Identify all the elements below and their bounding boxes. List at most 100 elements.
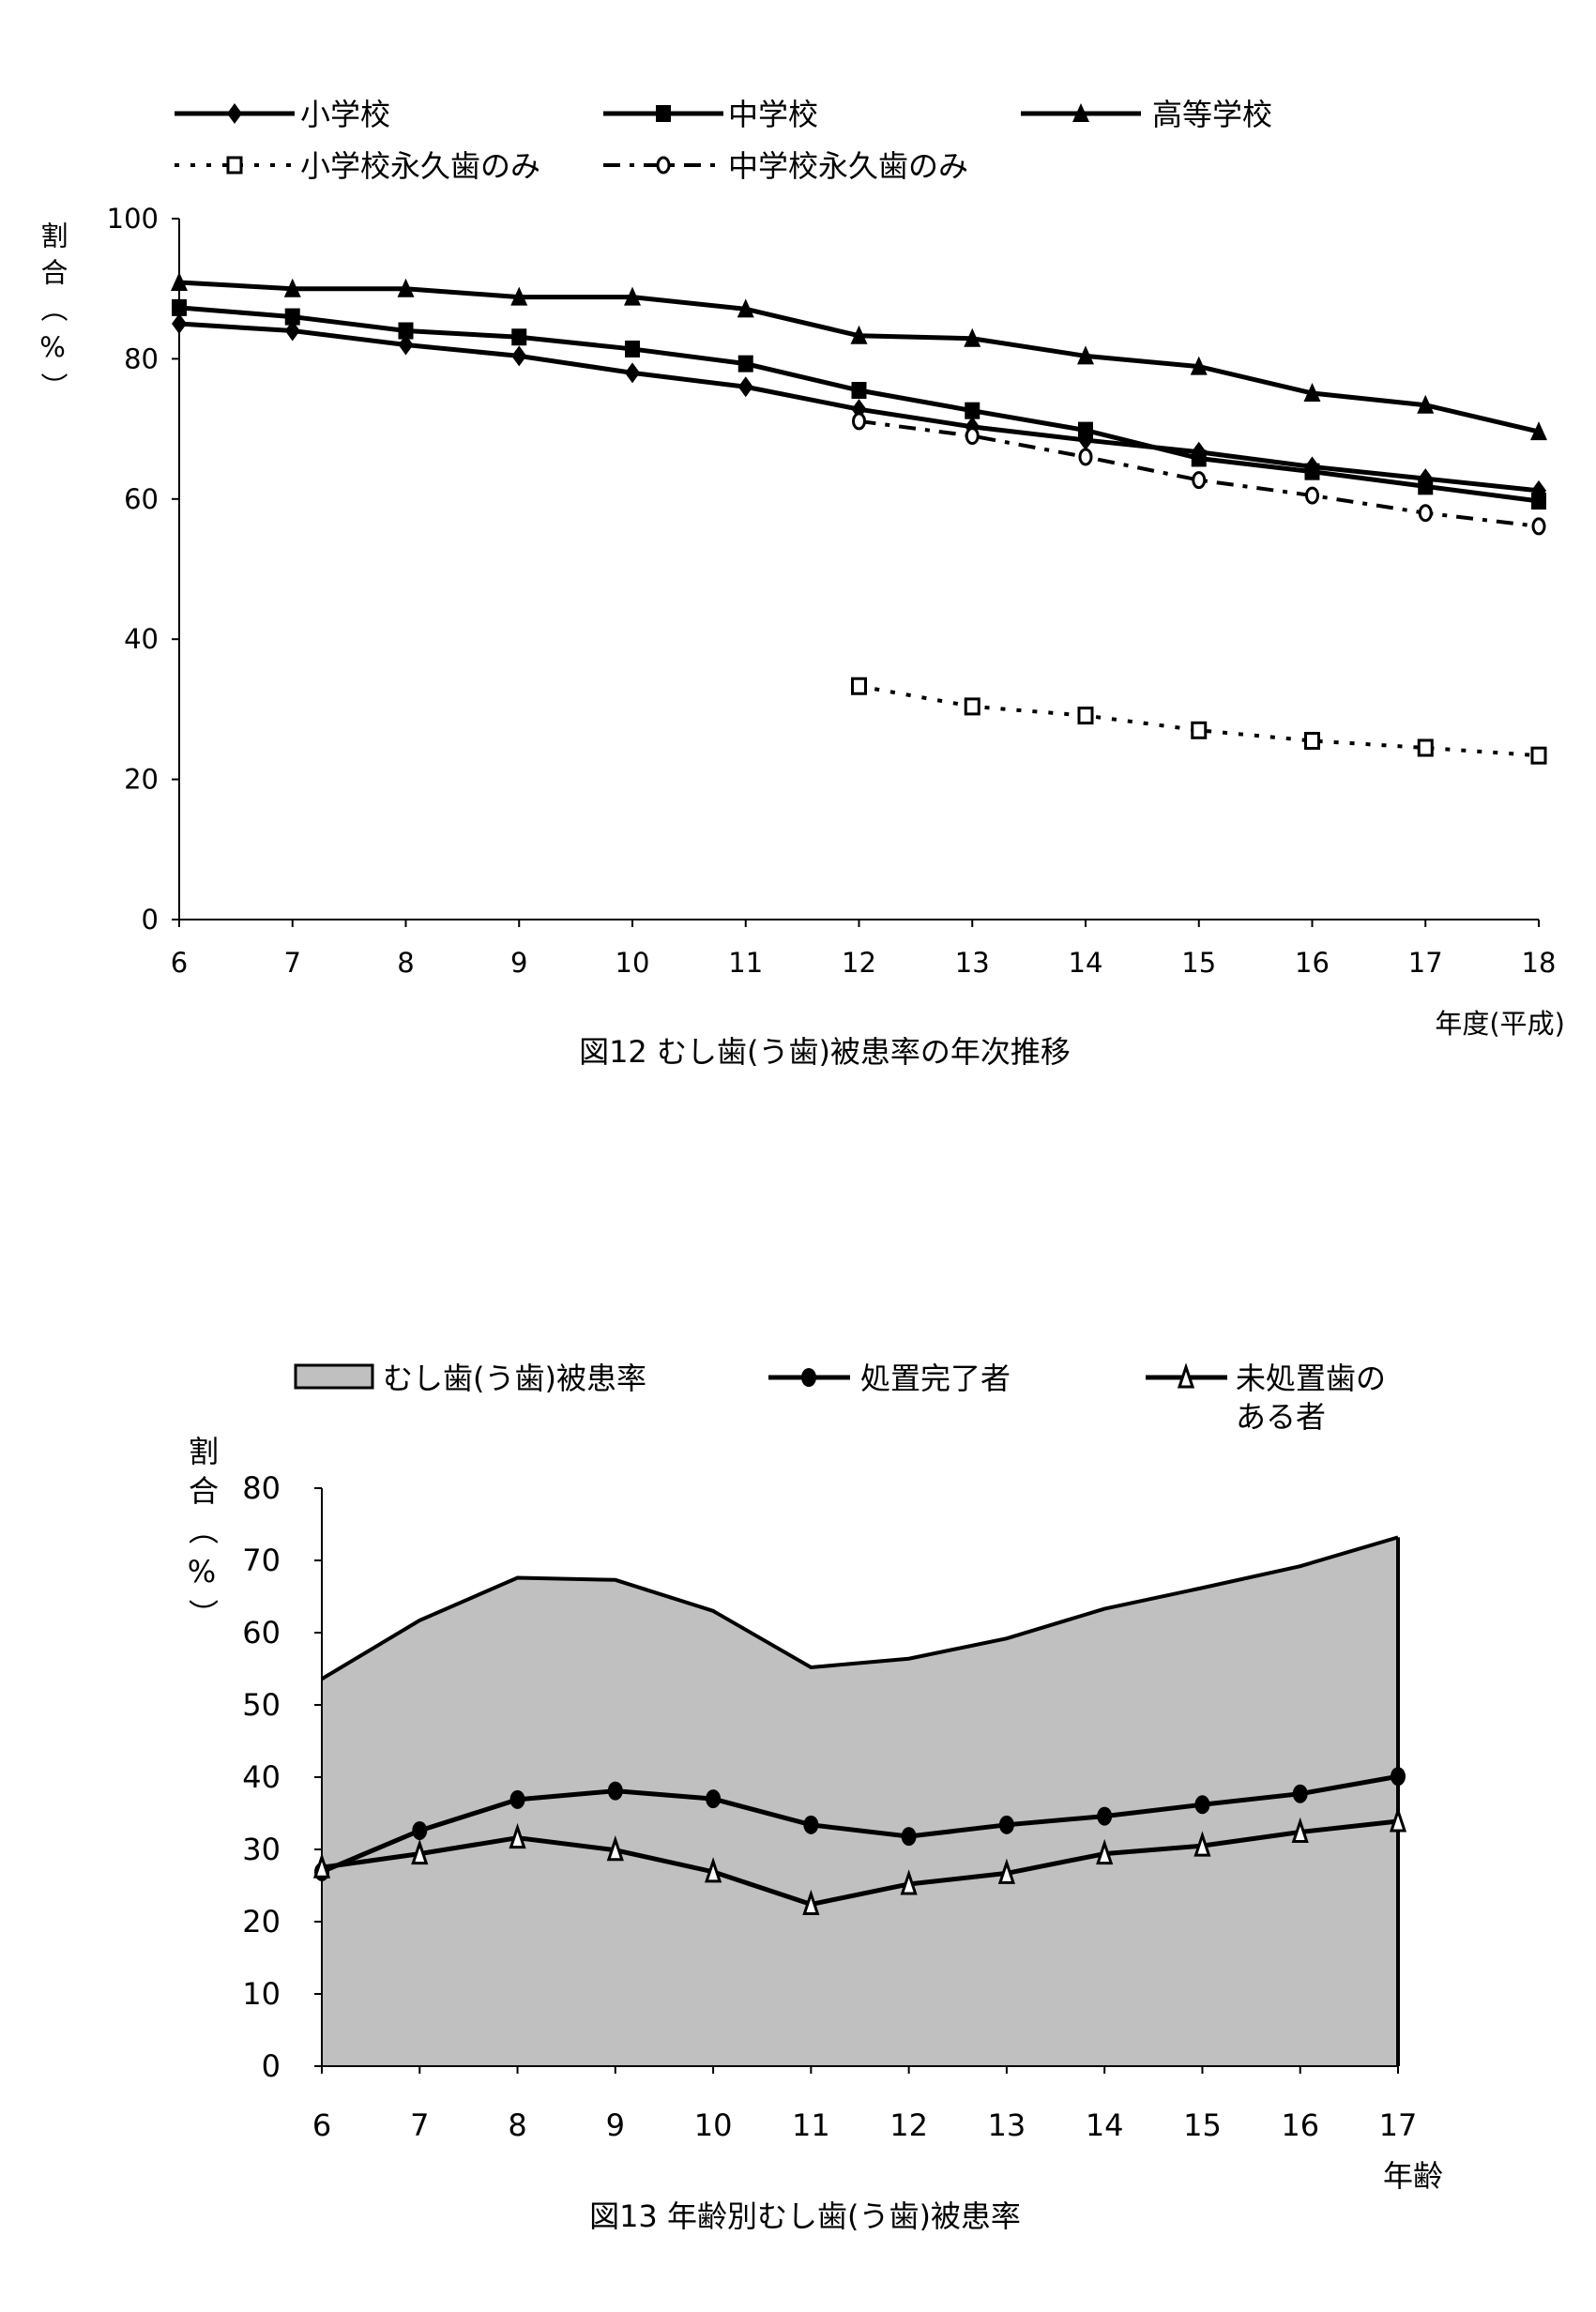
- data-point-4: [1531, 517, 1546, 536]
- data-point-1: [1304, 463, 1320, 480]
- y-tick-label: 50: [242, 1687, 281, 1723]
- x-tick-label: 8: [508, 2107, 526, 2143]
- data-point-1: [1531, 493, 1546, 510]
- x-axis-title-13: 年齢: [1383, 2158, 1443, 2194]
- x-tick-label: 17: [1379, 2107, 1418, 2143]
- legend-13: むし歯(う歯)被患率 処置完了者 未処置歯の ある者: [294, 1361, 1386, 1435]
- data-point-0: [172, 313, 187, 335]
- x-tick-label: 12: [889, 2107, 928, 2143]
- y-tick-label: 100: [107, 203, 159, 235]
- x-tick-label: 7: [284, 947, 301, 979]
- x-tick-label: 14: [1069, 947, 1103, 979]
- data-point-0: [625, 362, 640, 384]
- legend-marker-3: [226, 156, 243, 175]
- chart-13: むし歯(う歯)被患率 処置完了者 未処置歯の ある者 割合（%） 年齢 図13 …: [184, 1361, 1443, 2234]
- data-point-2: [312, 1852, 331, 1878]
- data-point-1: [1418, 478, 1434, 495]
- data-point-1: [965, 402, 980, 419]
- area-caries-rate: [322, 1537, 1398, 2066]
- data-point-2: [510, 286, 528, 306]
- data-point-4: [965, 427, 980, 446]
- legend-12: 小学校 中学校 高等学校 小学校永久歯のみ 中学校永久歯のみ: [300, 97, 1272, 184]
- y-tick-label: 40: [124, 623, 159, 655]
- x-tick-label: 11: [792, 2107, 830, 2143]
- data-point-2: [624, 286, 641, 306]
- data-point-3: [851, 677, 867, 695]
- data-point-3: [964, 697, 980, 716]
- chart-title-13: 図13 年齢別むし歯(う歯)被患率: [589, 2198, 1021, 2234]
- data-point-1: [803, 1815, 819, 1834]
- data-point-1: [901, 1827, 917, 1847]
- y-axis-title-12: 割合（%）: [37, 221, 68, 409]
- x-tick-label: 14: [1086, 2107, 1124, 2143]
- chart-title-12: 図12 むし歯(う歯)被患率の年次推移: [579, 1034, 1071, 1070]
- x-tick-label: 15: [1183, 2107, 1222, 2143]
- x-tick-label: 6: [312, 2107, 331, 2143]
- data-point-1: [737, 355, 753, 373]
- y-tick-label: 0: [262, 2048, 281, 2084]
- data-point-1: [1391, 1767, 1406, 1787]
- legend-label-untreated-line1: 未処置歯の: [1236, 1361, 1386, 1396]
- data-point-2: [1389, 1806, 1407, 1833]
- legend-label-high-school: 高等学校: [1152, 97, 1272, 132]
- data-point-1: [1194, 1795, 1210, 1815]
- data-point-4: [1305, 486, 1319, 505]
- data-point-1: [509, 1789, 525, 1809]
- x-tick-label: 8: [397, 947, 414, 979]
- series-line-2: [321, 1818, 1399, 1908]
- data-point-1: [1292, 1784, 1308, 1803]
- data-point-2: [964, 327, 981, 347]
- y-tick-label: 60: [124, 483, 159, 515]
- data-point-1: [412, 1820, 428, 1840]
- x-tick-label: 17: [1408, 947, 1443, 979]
- x-tick-label: 16: [1281, 2107, 1319, 2143]
- legend-label-caries-rate: むし歯(う歯)被患率: [383, 1361, 646, 1396]
- data-point-0: [398, 334, 414, 356]
- data-point-2: [1291, 1817, 1309, 1844]
- data-point-3: [1304, 732, 1320, 751]
- legend-label-junior-high-permanent: 中学校永久歯のみ: [728, 148, 968, 184]
- y-tick-label: 80: [242, 1470, 281, 1506]
- y-tick-label: 20: [242, 1904, 281, 1939]
- data-point-1: [1078, 421, 1093, 439]
- data-point-1: [284, 308, 300, 326]
- data-point-2: [1096, 1838, 1114, 1865]
- data-point-0: [284, 320, 300, 342]
- data-point-2: [900, 1869, 918, 1895]
- area-caries-rate-outline: [320, 1535, 1399, 1681]
- data-point-2: [397, 278, 415, 297]
- x-tick-label: 7: [410, 2107, 429, 2143]
- data-point-2: [411, 1838, 429, 1865]
- y-tick-label: 20: [124, 764, 159, 796]
- x-tick-label: 6: [171, 947, 188, 979]
- legend-marker-2: [1072, 103, 1089, 122]
- x-axis-title-12: 年度(平成): [1435, 1008, 1565, 1040]
- data-point-3: [1077, 707, 1094, 725]
- data-point-1: [398, 322, 414, 340]
- x-tick-label: 16: [1295, 947, 1330, 979]
- y-tick-label: 80: [124, 342, 159, 374]
- data-point-2: [850, 325, 868, 344]
- data-point-1: [625, 340, 640, 357]
- data-point-4: [1192, 471, 1207, 490]
- x-tick-label: 10: [694, 2107, 733, 2143]
- legend-label-junior-high: 中学校: [728, 97, 818, 132]
- data-point-2: [1190, 356, 1208, 375]
- series-line-3: [859, 684, 1540, 758]
- data-point-2: [171, 271, 188, 291]
- data-point-2: [1530, 421, 1547, 441]
- legend-marker-1: [656, 105, 671, 122]
- y-tick-label: 40: [242, 1759, 281, 1795]
- x-tick-label: 15: [1181, 947, 1216, 979]
- x-tick-label: 13: [988, 2107, 1026, 2143]
- data-point-3: [1417, 738, 1434, 757]
- data-point-0: [737, 376, 753, 398]
- x-tick-label: 9: [606, 2107, 625, 2143]
- data-point-2: [997, 1858, 1015, 1884]
- x-tick-label: 18: [1522, 947, 1557, 979]
- x-tick-label: 11: [728, 947, 763, 979]
- series-line-1: [321, 1773, 1399, 1875]
- data-point-1: [851, 382, 867, 400]
- data-point-2: [737, 298, 754, 318]
